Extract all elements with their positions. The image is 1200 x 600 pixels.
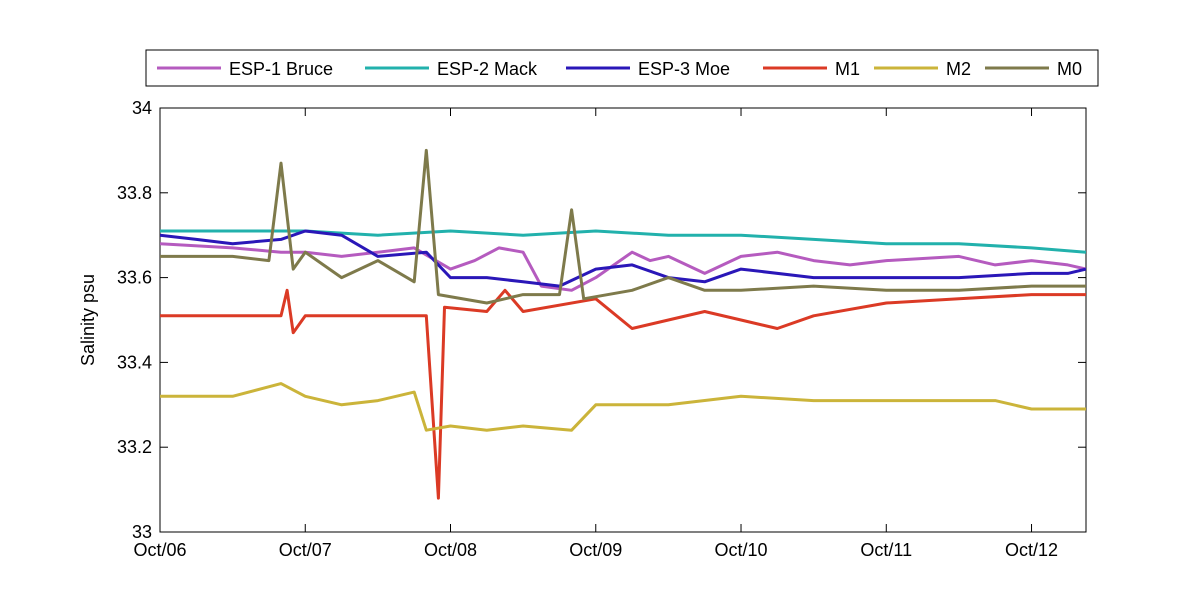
legend-label: M1	[835, 59, 860, 79]
x-tick-label: Oct/09	[569, 540, 622, 560]
legend-label: M0	[1057, 59, 1082, 79]
x-tick-label: Oct/06	[133, 540, 186, 560]
series-line-5	[160, 382, 1086, 432]
y-tick-label: 33.2	[117, 437, 152, 457]
x-tick-label: Oct/08	[424, 540, 477, 560]
series-line-6	[160, 148, 1086, 305]
x-tick-label: Oct/11	[860, 540, 912, 560]
y-tick-label: 33.8	[117, 183, 152, 203]
legend: ESP-1 Bruce ESP-2 Mack ESP-3 Moe M1 M2 M0	[145, 49, 1099, 87]
x-tick-label: Oct/07	[279, 540, 332, 560]
legend-label: ESP-1 Bruce	[229, 59, 333, 79]
legend-label: ESP-2 Mack	[437, 59, 538, 79]
plot-area: Oct/06 Oct/07 Oct/08 Oct/09 Oct/10 Oct/11 Oct/…	[117, 98, 1087, 560]
x-tick-label: Oct/10	[715, 540, 768, 560]
y-tick-label: 34	[132, 98, 152, 118]
series-line-4	[160, 288, 1086, 500]
legend-label: ESP-3 Moe	[638, 59, 730, 79]
series-line-1	[160, 242, 1086, 292]
legend-label: M2	[946, 59, 971, 79]
y-tick-label: 33	[132, 522, 152, 542]
y-tick-label: 33.6	[117, 268, 152, 288]
y-axis-title: Salinity psu	[78, 274, 98, 366]
x-tick-label: Oct/12	[1005, 540, 1058, 560]
y-tick-label: 33.4	[117, 352, 152, 372]
